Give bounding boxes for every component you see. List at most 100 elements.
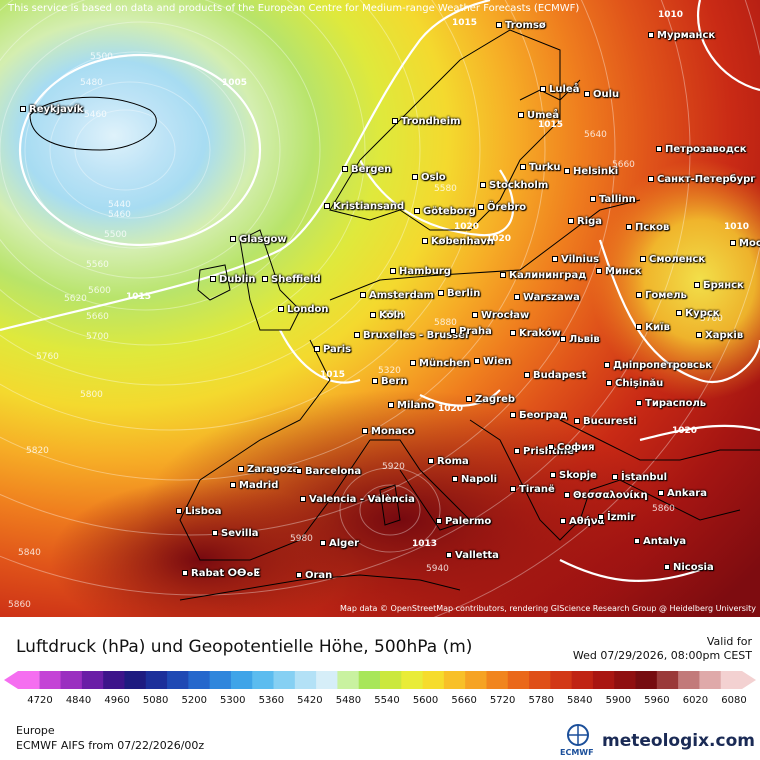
isobar-label: 1020 <box>454 222 480 232</box>
region-label: Europe <box>16 724 55 737</box>
color-scale-tick: 6020 <box>682 695 709 706</box>
city-label: Antalya <box>634 536 686 547</box>
city-marker-icon <box>676 310 682 316</box>
color-scale-swatch <box>699 671 722 689</box>
city-label: Amsterdam <box>360 290 434 301</box>
city-label: Tallinn <box>590 194 636 205</box>
city-marker-icon <box>648 32 654 38</box>
city-marker-icon <box>596 268 602 274</box>
color-scale-swatch <box>316 671 338 689</box>
city-marker-icon <box>514 448 520 454</box>
city-label: Reykjavík <box>20 104 83 115</box>
city-label: Sheffield <box>262 274 321 285</box>
city-label: Минск <box>596 266 642 277</box>
city-label: Αθήνα <box>560 516 604 527</box>
color-scale-swatch <box>656 671 679 689</box>
city-marker-icon <box>452 476 458 482</box>
city-marker-icon <box>510 330 516 336</box>
color-scale-swatch <box>720 671 756 689</box>
city-label: Tromsø <box>496 20 546 31</box>
isobar-label: 1015 <box>452 18 478 28</box>
city-label: Wrocław <box>472 310 529 321</box>
city-marker-icon <box>480 182 486 188</box>
city-label: Warszawa <box>514 292 580 303</box>
city-label: Брянск <box>694 280 744 291</box>
city-marker-icon <box>360 292 366 298</box>
city-label: Bucuresti <box>574 416 637 427</box>
city-marker-icon <box>262 276 268 282</box>
weather-map[interactable]: This service is based on data and produc… <box>0 0 760 617</box>
color-scale-tick: 5300 <box>220 695 246 706</box>
geopotential-contour-label: 5920 <box>382 462 405 472</box>
valid-time: Wed 07/29/2026, 08:00pm CEST <box>572 649 752 662</box>
map-attribution: Map data © OpenStreetMap contributors, r… <box>340 604 756 613</box>
city-label: Zaragoza <box>238 464 299 475</box>
isobar-label: 1005 <box>222 78 248 88</box>
city-label: Тирасполь <box>636 398 706 409</box>
city-label: Смоленск <box>640 254 705 265</box>
color-scale-tick: 5840 <box>567 695 593 706</box>
city-marker-icon <box>636 400 642 406</box>
city-marker-icon <box>694 282 700 288</box>
city-marker-icon <box>372 378 378 384</box>
color-scale-tick: 5540 <box>374 695 400 706</box>
city-marker-icon <box>392 118 398 124</box>
city-marker-icon <box>648 176 654 182</box>
city-marker-icon <box>564 168 570 174</box>
city-label: Oran <box>296 570 332 581</box>
city-label: Riga <box>568 216 602 227</box>
city-label: Skopje <box>550 470 597 481</box>
geopotential-contour-label: 5940 <box>426 564 449 574</box>
geopotential-contour-label: 5840 <box>18 548 41 558</box>
city-label: London <box>278 304 329 315</box>
city-marker-icon <box>472 312 478 318</box>
city-label: Göteborg <box>414 206 476 217</box>
city-label: Lisboa <box>176 506 222 517</box>
city-label: Prishtinë <box>514 446 574 457</box>
color-scale-tick: 5780 <box>528 695 554 706</box>
color-scale-ticks: 4720 4840 4960 5080 5200 5300 5360 5420 5480 5540… <box>0 695 760 709</box>
city-marker-icon <box>230 236 236 242</box>
geopotential-contour-label: 5880 <box>434 318 457 328</box>
city-label: Trondheim <box>392 116 461 127</box>
city-marker-icon <box>362 428 368 434</box>
legend-panel: Luftdruck (hPa) und Geopotentielle Höhe,… <box>0 617 760 760</box>
city-label: Гомель <box>636 290 687 301</box>
geopotential-contour-label: 5600 <box>88 286 111 296</box>
city-label: Львів <box>560 334 600 345</box>
color-scale-swatch <box>550 671 573 689</box>
color-scale-swatch <box>422 671 445 689</box>
city-label: Калининград <box>500 270 586 281</box>
color-scale-swatch <box>614 671 637 689</box>
color-scale-tick: 5720 <box>489 695 516 706</box>
city-marker-icon <box>568 218 574 224</box>
city-marker-icon <box>500 272 506 278</box>
color-scale-swatch <box>592 671 615 689</box>
city-marker-icon <box>238 466 244 472</box>
city-label: Bruxelles - Brussel <box>354 330 468 341</box>
city-marker-icon <box>658 490 664 496</box>
city-marker-icon <box>410 360 416 366</box>
city-label: Napoli <box>452 474 497 485</box>
city-label: Петрозаводск <box>656 144 747 155</box>
city-marker-icon <box>548 444 554 450</box>
city-marker-icon <box>510 486 516 492</box>
city-label: Дніпропетровськ <box>604 360 712 371</box>
city-marker-icon <box>550 472 556 478</box>
ecmwf-disclaimer: This service is based on data and produc… <box>8 3 580 14</box>
city-marker-icon <box>446 552 452 558</box>
city-marker-icon <box>20 106 26 112</box>
city-marker-icon <box>510 412 516 418</box>
city-marker-icon <box>314 346 320 352</box>
meteologix-brand[interactable]: meteologix.com <box>602 731 755 751</box>
city-label: Курск <box>676 308 720 319</box>
city-marker-icon <box>664 564 670 570</box>
color-scale-tick: 5420 <box>297 695 323 706</box>
geopotential-contour-label: 5900 <box>383 310 406 320</box>
geopotential-contour-label: 5320 <box>378 366 401 376</box>
color-scale-swatch <box>635 671 658 689</box>
city-label: Stockholm <box>480 180 548 191</box>
city-label: Bern <box>372 376 407 387</box>
color-scale-swatch <box>230 671 253 689</box>
color-scale-bar <box>4 671 756 689</box>
